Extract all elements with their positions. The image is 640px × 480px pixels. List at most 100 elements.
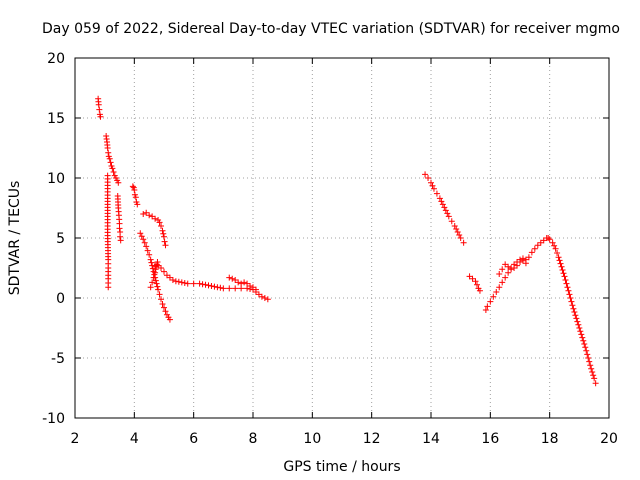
data-point-marker [105,284,112,291]
x-tick-label: 16 [481,431,499,447]
data-point-marker [555,254,562,261]
data-point-marker [104,145,111,151]
data-point-marker [561,273,568,280]
y-tick-label: 20 [47,51,65,67]
data-point-marker [585,355,592,361]
data-point-marker [162,242,169,249]
data-point-marker [158,265,165,271]
data-point-marker [546,236,553,243]
data-point-marker [132,194,139,201]
data-point-marker [238,280,245,287]
data-point-marker [584,351,591,358]
x-tick-label: 6 [189,431,198,447]
data-point-marker [161,304,167,311]
y-tick-label: 15 [47,111,65,127]
data-point-marker [161,233,167,240]
data-point-marker [482,307,489,313]
data-point-marker [158,296,165,303]
data-point-marker [582,344,589,351]
data-point-marker [261,295,268,301]
data-point-marker [571,309,578,315]
data-point-marker [451,223,458,229]
data-point-marker [575,321,582,328]
data-point-marker [442,207,449,214]
data-point-marker [134,201,141,208]
y-tick-label: -5 [51,351,65,367]
data-point-marker [517,259,523,265]
data-point-marker [499,279,506,286]
data-point-marker [583,347,590,354]
data-point-marker [199,281,206,288]
data-point-marker [146,251,153,258]
data-point-marker [565,287,572,294]
data-point-marker [117,233,124,240]
data-point-marker [226,274,233,281]
data-point-marker [258,293,265,300]
grid-lines [75,58,609,418]
data-point-marker [496,271,503,277]
data-point-marker [220,285,227,292]
data-point-marker [178,279,185,286]
data-point-marker [439,201,446,208]
data-point-marker [574,318,581,325]
data-point-marker [587,362,594,369]
data-point-marker [150,274,157,281]
data-point-marker [490,293,497,300]
data-point-marker [422,171,429,178]
data-point-marker [105,149,112,156]
data-point-marker [149,279,156,286]
data-point-marker [143,243,150,250]
data-point-marker [554,250,561,256]
data-point-marker [496,284,503,291]
x-tick-label: 4 [130,431,139,447]
data-point-marker [428,179,434,186]
data-point-marker [430,185,437,192]
data-point-marker [570,305,577,312]
data-point-marker [181,280,188,286]
data-point-marker [247,283,254,289]
y-tick-label: -10 [42,411,65,427]
data-point-marker [107,159,114,166]
data-point-marker [205,282,212,289]
data-point-marker [153,280,160,287]
data-point-marker [159,227,166,234]
data-point-marker [214,284,221,291]
data-point-marker [559,267,566,273]
data-point-marker [573,315,580,322]
data-point-marker [457,235,464,241]
data-point-marker [567,295,574,301]
data-point-marker [169,277,176,283]
data-point-marker [549,239,556,246]
data-point-marker [525,254,532,261]
data-point-marker [578,331,585,338]
data-point-marker [110,169,117,175]
data-point-marker [566,291,573,298]
data-point-marker [116,225,123,232]
data-point-marker [158,223,165,229]
data-point-marker [572,312,579,319]
data-point-marker [456,232,463,238]
x-tick-label: 14 [422,431,440,447]
data-point-marker [184,280,191,287]
x-tick-label: 12 [363,431,381,447]
data-point-marker [152,215,159,222]
axis-ticks: 2 4 6 8 10 12 14 16 18 20 -10 -5 0 5 10 15 20 [42,51,618,447]
data-point-marker [161,238,168,245]
chart-title: Day 059 of 2022, Sidereal Day-to-day VTE… [42,21,620,37]
data-point-marker [148,259,155,266]
data-point-marker [211,283,218,290]
data-point-marker [528,249,535,256]
data-point-marker [545,235,552,241]
data-point-marker [161,268,167,275]
data-point-marker [562,277,569,283]
data-point-marker [445,213,452,220]
data-point-marker [429,182,436,189]
data-points [95,95,599,387]
data-point-marker [472,278,479,285]
data-point-marker [144,247,151,254]
data-point-marker [441,204,448,211]
data-point-marker [581,341,588,347]
data-point-marker [162,308,169,315]
data-point-marker [499,266,506,273]
